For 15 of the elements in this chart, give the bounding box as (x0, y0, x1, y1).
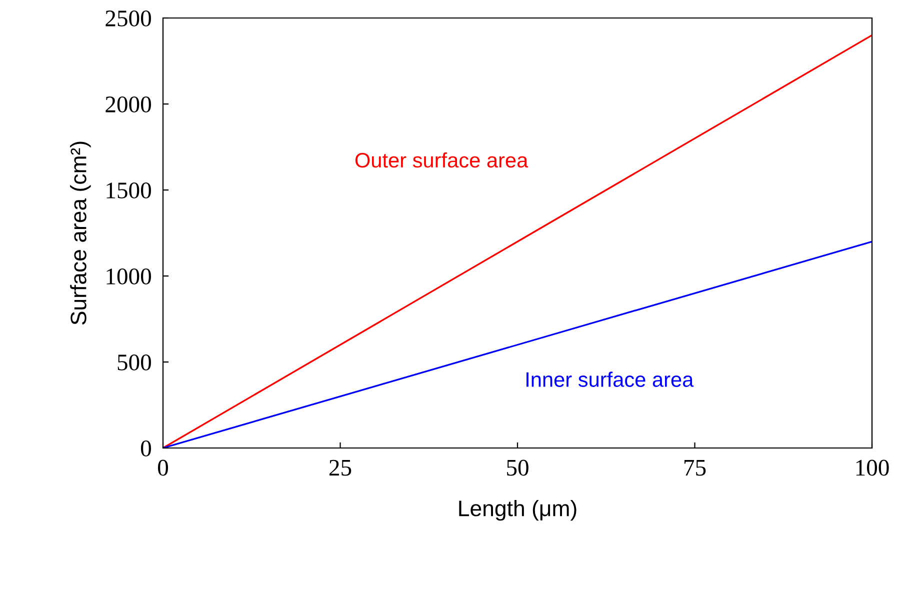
y-tick-label: 1000 (106, 268, 151, 284)
y-tick-label: 1500 (106, 182, 151, 198)
y-tick-label: 2000 (106, 96, 151, 112)
series-label: Inner surface area (526, 372, 694, 387)
x-tick-label: 75 (684, 460, 706, 476)
x-tick-label: 100 (856, 460, 889, 476)
text: Outer surface area (355, 152, 528, 168)
y-axis-title: Surface area (cm²) (70, 142, 91, 325)
y-tick-label: 0 (140, 440, 151, 456)
y-tick-label: 500 (118, 354, 151, 370)
x-tick-label: 0 (158, 460, 168, 476)
x-axis-title: Length (μm) (459, 500, 576, 521)
y-tick-label: 2500 (106, 10, 151, 26)
x-tick-label: 25 (329, 460, 352, 476)
x-tick-label: 50 (507, 460, 528, 476)
